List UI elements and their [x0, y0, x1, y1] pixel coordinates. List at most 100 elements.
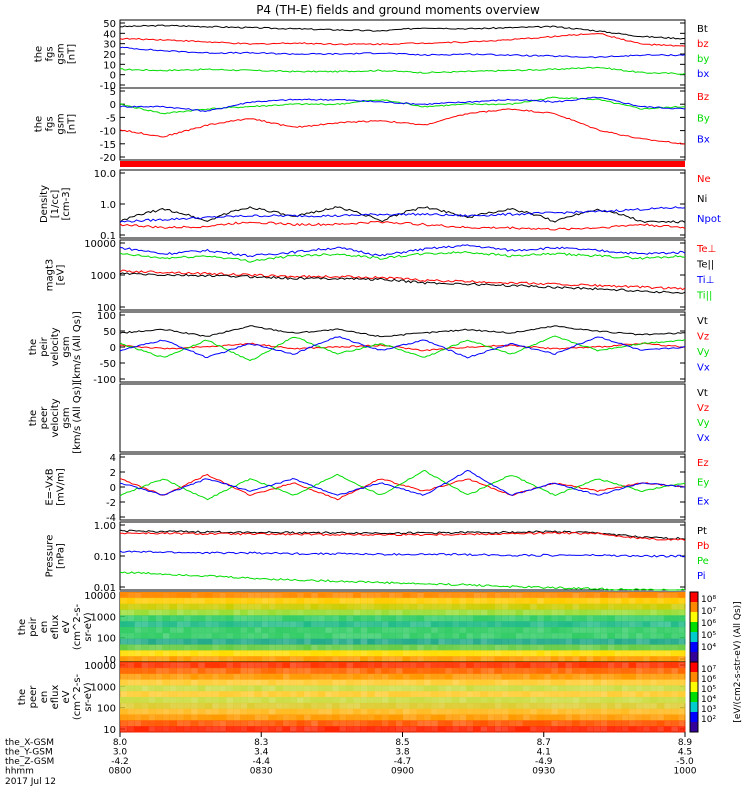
heatmap-cell [148, 714, 156, 721]
heatmap-cell [579, 638, 587, 645]
heatmap-cell [656, 679, 665, 686]
heatmap-cell [430, 650, 439, 657]
heatmap-cell [579, 714, 587, 721]
heatmap-cell [642, 691, 651, 698]
legend-vy: Vy [697, 347, 710, 358]
heatmap-cell [437, 609, 446, 616]
heatmap-cell [444, 638, 453, 645]
heatmap-cell [543, 691, 552, 698]
heatmap-cell [141, 685, 149, 692]
colorbar-segment [690, 622, 698, 633]
heatmap-cell [451, 714, 460, 721]
heatmap-cell [466, 650, 474, 657]
heatmap-cell [360, 667, 368, 675]
heatmap-cell [494, 714, 502, 721]
heatmap-cell [346, 720, 354, 727]
heatmap-cell [310, 592, 319, 599]
heatmap-cell [204, 673, 213, 680]
heatmap-cell [155, 667, 163, 675]
y-axis-label: [mV/m] [56, 468, 67, 506]
heatmap-cell [409, 603, 418, 610]
heatmap-cell [579, 627, 587, 634]
heatmap-cell [649, 667, 658, 675]
heatmap-cell [120, 708, 128, 715]
heatmap-cell [494, 685, 502, 692]
heatmap-cell [282, 685, 290, 692]
heatmap-cell [303, 597, 312, 605]
heatmap-cell [564, 691, 573, 698]
heatmap-cell [670, 650, 679, 657]
heatmap-cell [494, 609, 502, 616]
series-line-ex [119, 469, 686, 496]
heatmap-cell [508, 609, 516, 616]
legend-vz: Vz [697, 332, 709, 343]
heatmap-cell [176, 685, 185, 692]
y-tick-label: 100 [97, 704, 116, 715]
heatmap-cell [543, 621, 552, 628]
heatmap-cell [515, 667, 524, 675]
heatmap-cell [536, 609, 545, 616]
heatmap-cell [529, 679, 538, 686]
heatmap-cell [155, 592, 163, 599]
heatmap-cell [656, 621, 665, 628]
heatmap-cell [543, 673, 552, 680]
heatmap-cell [346, 702, 354, 710]
heatmap-cell [635, 597, 644, 605]
heatmap-cell [218, 679, 227, 686]
heatmap-cell [353, 644, 361, 651]
heatmap-cell [621, 679, 629, 686]
heatmap-cell [423, 691, 432, 698]
heatmap-cell [176, 632, 185, 640]
heatmap-cell [600, 662, 608, 669]
heatmap-cell [169, 632, 177, 640]
y-tick-label: -2 [106, 498, 116, 509]
heatmap-cell [423, 632, 432, 640]
heatmap-cell [317, 685, 326, 692]
heatmap-cell [388, 679, 396, 686]
heatmap-cell [268, 592, 276, 599]
heatmap-cell [529, 697, 538, 704]
heatmap-cell [296, 644, 305, 651]
heatmap-cell [127, 650, 135, 657]
heatmap-cell [338, 673, 347, 680]
heatmap-cell [656, 615, 665, 622]
data-quality-bar [120, 161, 685, 167]
heatmap-cell [628, 726, 637, 733]
heatmap-cell [430, 667, 439, 675]
heatmap-cell [466, 720, 474, 727]
heatmap-cell [451, 656, 460, 663]
heatmap-cell [402, 650, 411, 657]
heatmap-cell [529, 708, 538, 715]
heatmap-cell [487, 708, 495, 715]
heatmap-cell [593, 720, 601, 727]
heatmap-cell [586, 650, 594, 657]
heatmap-cell [670, 615, 679, 622]
heatmap-cell [190, 632, 199, 640]
legend-ez: Ez [697, 458, 709, 469]
heatmap-cell [444, 667, 453, 675]
heatmap-cell [487, 726, 495, 733]
heatmap-cell [656, 697, 665, 704]
heatmap-cell [557, 632, 566, 640]
heatmap-cell [459, 644, 467, 651]
heatmap-cell [628, 685, 637, 692]
heatmap-cell [190, 609, 199, 616]
heatmap-cell [550, 679, 559, 686]
heatmap-cell [296, 714, 305, 721]
heatmap-cell [614, 632, 622, 640]
heatmap-cell [395, 597, 403, 605]
series-line-bz [119, 32, 686, 47]
heatmap-cell [211, 673, 220, 680]
heatmap-cell [550, 632, 559, 640]
x-tick-label: 0900 [391, 767, 414, 777]
heatmap-cell [649, 609, 658, 616]
heatmap-cell [331, 597, 340, 605]
heatmap-cell [303, 632, 312, 640]
heatmap-cell [141, 726, 149, 733]
series-line-ez [119, 473, 686, 501]
heatmap-cell [677, 691, 686, 698]
heatmap-cell [444, 603, 453, 610]
heatmap-cell [628, 592, 637, 599]
heatmap-cell [579, 662, 587, 669]
heatmap-cell [586, 627, 594, 634]
